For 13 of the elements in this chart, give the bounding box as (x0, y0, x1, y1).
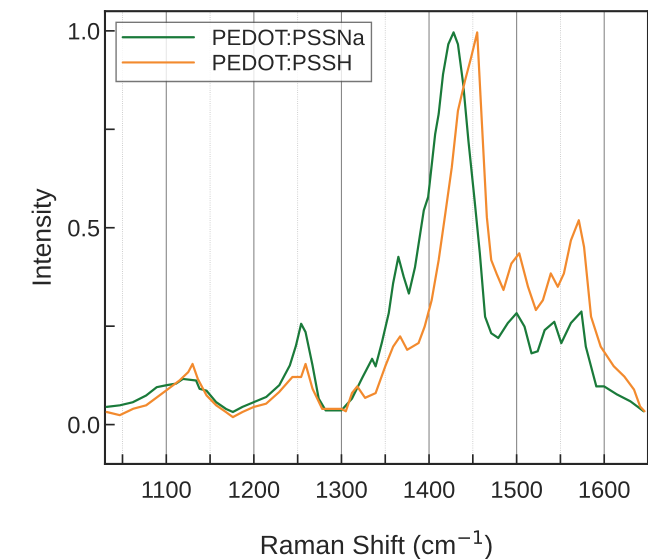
y-tick-label: 0.5 (68, 220, 100, 237)
legend-label: PEDOT:PSSNa (213, 30, 365, 46)
x-tick-label: 1600 (580, 481, 630, 498)
x-tick-label: 1500 (492, 481, 542, 498)
y-tick-label: 1.0 (69, 22, 100, 40)
legend-label: PEDOT:PSSH (213, 54, 351, 70)
x-tick-label: 1300 (316, 481, 367, 498)
y-tick-label: 0.0 (68, 416, 100, 434)
x-axis-title: Raman Shift (cm$^{−1}$) (262, 530, 492, 559)
y-axis-title: Intensity (32, 188, 56, 284)
x-tick-label: 1100 (142, 481, 191, 498)
x-tick-label: 1400 (404, 481, 454, 498)
x-tick-label: 1200 (229, 481, 280, 498)
